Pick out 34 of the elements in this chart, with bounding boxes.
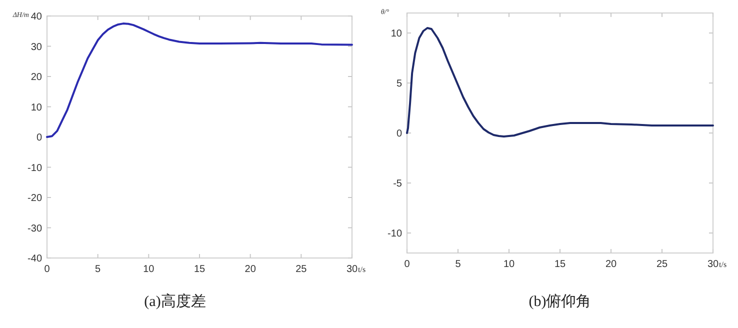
y-tick-label: -40 — [28, 254, 42, 264]
x-tick-label: 25 — [296, 264, 308, 275]
x-axis-title: t/s — [719, 260, 727, 269]
y-tick-label: -10 — [28, 162, 42, 174]
x-tick-label: 25 — [656, 259, 668, 270]
x-tick-label: 30 — [346, 264, 358, 275]
y-tick-label: 20 — [30, 72, 42, 83]
line-series — [406, 27, 714, 138]
y-tick-label: 30 — [30, 42, 42, 53]
y-tick-label: -30 — [28, 223, 42, 234]
text: (a)高度差 — [144, 293, 206, 310]
x-tick-label: 5 — [95, 264, 102, 275]
x-tick-label: 20 — [605, 259, 617, 270]
y-tick-label: 40 — [30, 12, 42, 22]
x-tick-label: 15 — [554, 259, 566, 270]
x-tick-label: 10 — [143, 264, 155, 275]
x-tick-label: 10 — [503, 259, 515, 270]
y-tick-label: 5 — [396, 78, 402, 90]
y-tick-label: 0 — [36, 132, 42, 144]
y-tick-label: 10 — [30, 102, 42, 114]
text: (b)俯仰角 — [528, 293, 592, 310]
y-tick-label: -20 — [28, 193, 42, 204]
y-tick-label: 10 — [390, 28, 402, 40]
y-tick-label: 0 — [396, 128, 402, 140]
y-tick-label: -10 — [388, 228, 402, 240]
x-tick-label: 0 — [44, 264, 50, 275]
x-tick-label: 20 — [244, 264, 256, 275]
x-tick-label: 30 — [707, 259, 719, 270]
x-tick-label: 5 — [455, 259, 462, 270]
x-tick-label: 0 — [404, 259, 410, 270]
y-tick-label: -5 — [393, 178, 402, 190]
x-tick-label: 15 — [194, 264, 206, 275]
line-series — [46, 22, 353, 138]
x-axis-title: t/s — [358, 265, 366, 274]
